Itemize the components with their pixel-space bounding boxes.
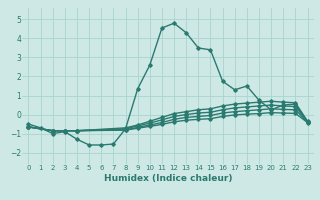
X-axis label: Humidex (Indice chaleur): Humidex (Indice chaleur) (104, 174, 232, 183)
